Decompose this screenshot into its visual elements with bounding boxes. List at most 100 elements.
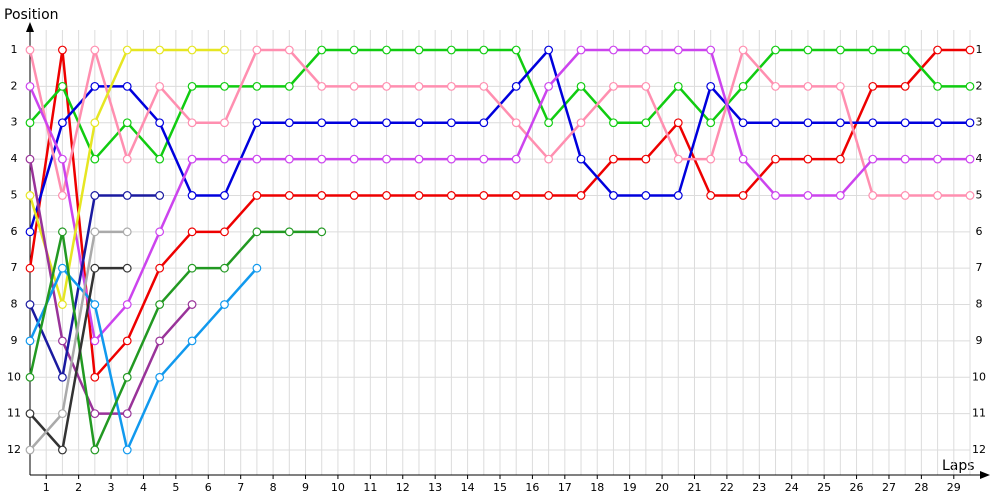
point xyxy=(868,154,878,164)
point xyxy=(58,227,67,237)
point xyxy=(414,154,424,164)
point xyxy=(90,372,100,382)
point xyxy=(511,118,521,128)
point xyxy=(576,118,586,128)
point xyxy=(155,336,165,346)
point xyxy=(511,45,521,55)
point xyxy=(122,445,132,455)
point xyxy=(706,154,716,164)
point xyxy=(284,227,294,237)
point xyxy=(187,118,197,128)
y-tick-label: 10 xyxy=(7,370,21,383)
x-tick-label: 7 xyxy=(237,481,244,494)
point xyxy=(220,81,229,91)
point xyxy=(252,227,262,237)
point xyxy=(706,191,716,200)
point xyxy=(155,263,165,273)
point xyxy=(803,45,813,55)
point xyxy=(382,154,391,164)
point xyxy=(220,191,229,200)
y-tick-label: 1 xyxy=(11,43,18,56)
x-tick-label: 14 xyxy=(461,481,475,494)
point xyxy=(835,154,845,164)
point xyxy=(58,372,67,382)
point xyxy=(122,81,132,91)
point xyxy=(641,45,651,55)
point xyxy=(479,118,489,128)
x-tick-label: 29 xyxy=(947,481,961,494)
point xyxy=(284,154,294,164)
point xyxy=(576,45,586,55)
point xyxy=(155,81,165,91)
point xyxy=(738,154,748,164)
point xyxy=(252,154,262,164)
point xyxy=(252,81,262,91)
point xyxy=(382,191,391,200)
point xyxy=(122,191,132,200)
point xyxy=(284,191,294,200)
point xyxy=(706,118,716,128)
point xyxy=(965,81,975,91)
point xyxy=(90,118,100,128)
point xyxy=(90,191,100,200)
point xyxy=(576,154,586,164)
x-tick-label: 27 xyxy=(882,481,896,494)
point xyxy=(155,45,165,55)
point xyxy=(25,227,35,237)
point xyxy=(220,227,229,237)
point xyxy=(25,300,35,309)
point xyxy=(58,154,67,164)
point xyxy=(349,154,359,164)
point xyxy=(382,45,391,55)
point xyxy=(900,191,910,200)
point xyxy=(58,300,67,309)
point xyxy=(349,191,359,200)
y-tick-label: 11 xyxy=(7,407,21,420)
point xyxy=(187,300,197,309)
point xyxy=(122,300,132,309)
point xyxy=(155,191,165,200)
point xyxy=(90,409,100,419)
point xyxy=(641,191,651,200)
point xyxy=(155,372,165,382)
point xyxy=(673,154,683,164)
y-tick-label-right: 10 xyxy=(972,370,986,383)
point xyxy=(25,409,35,419)
x-tick-label: 23 xyxy=(752,481,766,494)
y-tick-label-right: 5 xyxy=(976,188,983,201)
point xyxy=(771,191,780,200)
y-arrow xyxy=(26,22,34,32)
y-tick-label: 4 xyxy=(11,152,18,165)
point xyxy=(446,191,456,200)
point xyxy=(382,81,391,91)
point xyxy=(900,81,910,91)
point xyxy=(609,81,618,91)
point xyxy=(220,45,229,55)
point xyxy=(414,118,424,128)
point xyxy=(835,45,845,55)
point xyxy=(252,263,262,273)
x-tick-label: 28 xyxy=(914,481,928,494)
x-tick-label: 2 xyxy=(75,481,82,494)
point xyxy=(90,445,100,455)
y-axis-label: Position xyxy=(4,7,59,23)
point xyxy=(576,81,586,91)
grid xyxy=(29,30,971,475)
x-tick-label: 22 xyxy=(720,481,734,494)
y-tick-label: 5 xyxy=(11,188,18,201)
y-tick-label-right: 3 xyxy=(976,116,983,129)
point xyxy=(187,81,197,91)
point xyxy=(90,300,100,309)
point xyxy=(155,118,165,128)
point xyxy=(446,154,456,164)
y-tick-label: 8 xyxy=(11,298,18,311)
point xyxy=(25,45,35,55)
point xyxy=(284,81,294,91)
point xyxy=(90,263,100,273)
point xyxy=(58,263,67,273)
point xyxy=(122,263,132,273)
point xyxy=(317,154,327,164)
series-line xyxy=(29,48,970,161)
point xyxy=(868,191,878,200)
